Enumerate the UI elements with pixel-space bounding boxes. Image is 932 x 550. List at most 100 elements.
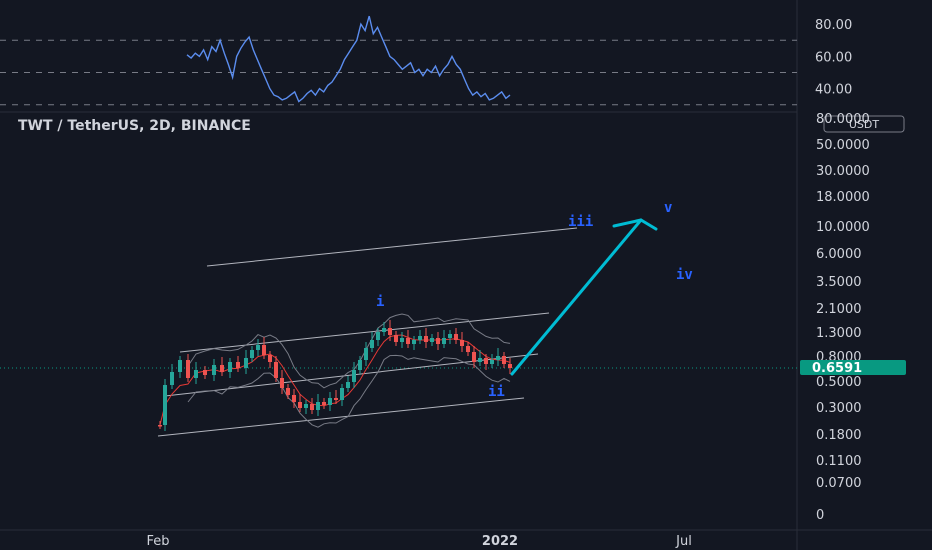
candle bbox=[228, 358, 232, 378]
candle bbox=[460, 332, 464, 352]
candle bbox=[298, 394, 302, 412]
wave-label-ii: ii bbox=[488, 384, 505, 400]
candle bbox=[442, 330, 446, 348]
price-axis-label: 0 bbox=[816, 508, 824, 523]
channel-lower bbox=[157, 397, 525, 437]
candle bbox=[436, 332, 440, 350]
candle bbox=[163, 379, 167, 431]
channel-upper bbox=[179, 312, 550, 353]
candle bbox=[334, 390, 338, 404]
candle bbox=[466, 342, 470, 356]
candle bbox=[454, 328, 458, 344]
candle bbox=[382, 322, 386, 336]
time-axis-label: 2022 bbox=[482, 534, 518, 549]
last-price-value: 0.6591 bbox=[812, 361, 862, 376]
indicator-axis-label: 80.00 bbox=[815, 18, 852, 33]
candle bbox=[370, 332, 374, 352]
candle bbox=[322, 398, 326, 409]
currency-label: USDT bbox=[849, 118, 880, 131]
candle bbox=[478, 350, 482, 366]
candle bbox=[490, 354, 494, 368]
indicator-guide-lines bbox=[0, 39, 797, 106]
candle bbox=[244, 350, 248, 374]
candle bbox=[472, 346, 476, 368]
bollinger-upper-band bbox=[187, 313, 511, 389]
candle bbox=[340, 384, 344, 406]
candle bbox=[388, 320, 392, 341]
price-axis-label: 10.0000 bbox=[816, 220, 870, 235]
indicator-line bbox=[186, 15, 511, 103]
candle bbox=[194, 362, 198, 384]
price-axis-label: 0.1100 bbox=[816, 454, 862, 469]
candle bbox=[304, 400, 308, 414]
candle bbox=[412, 336, 416, 350]
price-axis-label: 3.5000 bbox=[816, 275, 862, 290]
price-axis-label: 50.0000 bbox=[816, 138, 870, 153]
indicator-axis-labels: 80.00 60.00 40.00 bbox=[815, 18, 852, 98]
bollinger-lower-band bbox=[187, 354, 511, 428]
candle bbox=[158, 421, 162, 429]
indicator-axis-label: 60.00 bbox=[815, 50, 852, 65]
candle bbox=[268, 351, 272, 368]
candle bbox=[424, 328, 428, 348]
price-axis-label: 1.3000 bbox=[816, 326, 862, 341]
candle bbox=[186, 354, 190, 382]
candle bbox=[400, 332, 404, 348]
price-axis[interactable]: 80.0000 50.0000 30.0000 18.0000 10.0000 6.000… bbox=[816, 112, 870, 523]
candle bbox=[430, 334, 434, 346]
candle bbox=[286, 384, 290, 399]
wave-label-iii: iii bbox=[568, 214, 593, 230]
candle bbox=[418, 330, 422, 344]
wave-label-v: v bbox=[664, 200, 672, 216]
candle bbox=[250, 346, 254, 362]
candle bbox=[394, 331, 398, 346]
candle bbox=[502, 352, 506, 368]
price-axis-label: 30.0000 bbox=[816, 164, 870, 179]
candle bbox=[448, 330, 452, 344]
price-axis-label: 2.1000 bbox=[816, 302, 862, 317]
projection-arrow bbox=[510, 218, 658, 376]
candle bbox=[274, 356, 278, 382]
candle bbox=[364, 342, 368, 366]
candle bbox=[346, 376, 350, 392]
candlestick-series bbox=[158, 320, 512, 431]
currency-badge[interactable]: USDT bbox=[823, 115, 905, 133]
candle bbox=[220, 357, 224, 376]
candle bbox=[484, 354, 488, 370]
price-axis-label: 0.0700 bbox=[816, 476, 862, 491]
symbol-title: TWT / TetherUS, 2D, BINANCE bbox=[18, 118, 251, 134]
candle bbox=[496, 348, 500, 366]
candle bbox=[310, 398, 314, 414]
price-axis-label: 80.0000 bbox=[816, 112, 870, 127]
price-axis-label: 0.1800 bbox=[816, 428, 862, 443]
candle bbox=[508, 358, 512, 374]
candle bbox=[352, 362, 356, 388]
wave-label-iv: iv bbox=[676, 267, 693, 283]
time-axis-label: Jul bbox=[675, 534, 692, 549]
candle bbox=[262, 337, 266, 359]
candle bbox=[328, 392, 332, 411]
price-axis-label: 18.0000 bbox=[816, 190, 870, 205]
candle bbox=[170, 364, 174, 389]
candle bbox=[358, 356, 362, 374]
wave-label-i: i bbox=[376, 294, 384, 310]
candle bbox=[292, 389, 296, 408]
candle bbox=[236, 356, 240, 372]
candle bbox=[316, 394, 320, 416]
channel-upper-projection bbox=[206, 227, 578, 267]
candle bbox=[178, 356, 182, 378]
candle bbox=[212, 359, 216, 381]
indicator-axis-label: 40.00 bbox=[815, 83, 852, 98]
price-axis-label: 0.5000 bbox=[816, 375, 862, 390]
last-price-tag: 0.6591 bbox=[800, 360, 906, 376]
candle bbox=[376, 328, 380, 346]
price-axis-label: 0.3000 bbox=[816, 401, 862, 416]
candle bbox=[406, 330, 410, 348]
time-axis-label: Feb bbox=[146, 534, 169, 549]
candle bbox=[203, 366, 207, 379]
candle bbox=[256, 339, 260, 356]
time-axis[interactable]: Feb 2022 Jul bbox=[146, 534, 691, 549]
candle bbox=[280, 370, 284, 394]
